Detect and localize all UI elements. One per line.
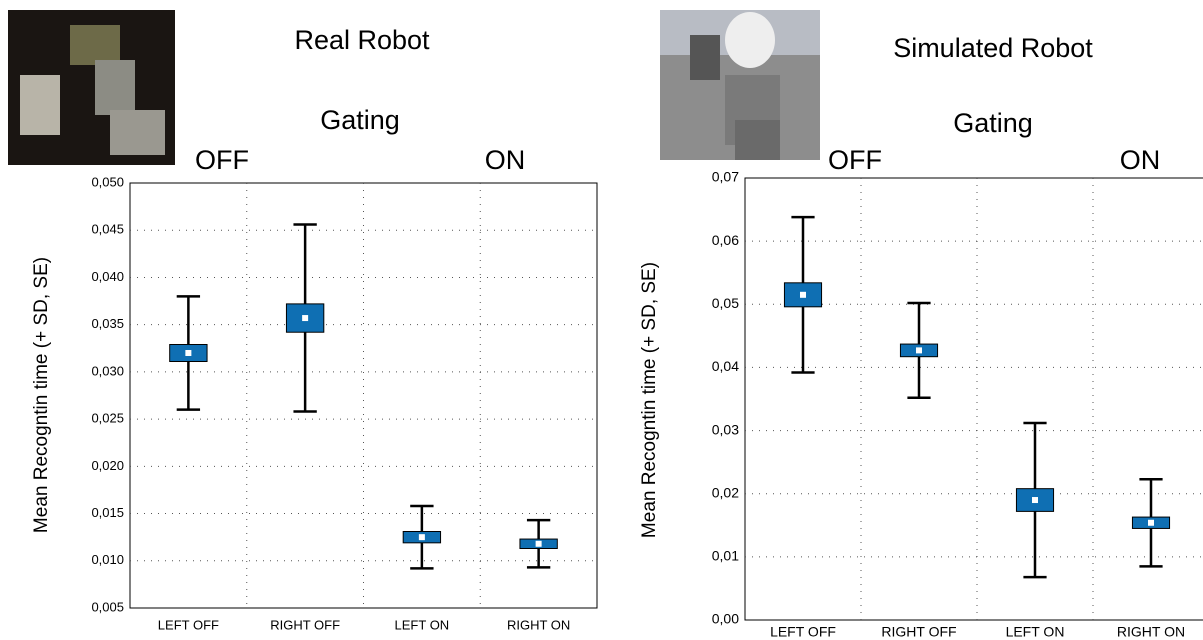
robot-photo [8, 10, 175, 165]
chart-title: Simulated Robot [893, 33, 1093, 63]
x-tick-label: RIGHT ON [507, 617, 570, 632]
chart-subtitle: Gating [320, 105, 400, 135]
mean-marker [185, 350, 192, 356]
y-tick-label: 0,06 [712, 232, 739, 248]
plot-frame [744, 177, 1203, 621]
y-tick-label: 0,07 [712, 169, 739, 185]
annotation: OFF [828, 145, 882, 175]
mean-marker [1032, 497, 1038, 504]
annotation: ON [485, 145, 526, 175]
y-tick-label: 0,020 [91, 458, 124, 473]
y-tick-label: 0,01 [712, 548, 739, 564]
y-tick-label: 0,035 [91, 316, 124, 331]
mean-marker [302, 315, 309, 322]
mean-marker [800, 291, 806, 298]
annotation: ON [1120, 145, 1161, 175]
chart: Simulated Robot Gating OFF ON Mean Recogntin… [639, 33, 1203, 640]
y-axis-label: Mean Recogntin time (+ SD, SE) [31, 257, 52, 533]
x-tick-label: RIGHT OFF [881, 624, 956, 640]
x-tick-label: LEFT OFF [770, 624, 836, 640]
y-tick-label: 0,040 [91, 269, 124, 284]
annotation: OFF [195, 145, 249, 175]
y-tick-label: 0,005 [91, 599, 124, 614]
y-tick-label: 0,010 [91, 552, 124, 567]
y-tick-label: 0,025 [91, 411, 124, 426]
mean-marker [535, 540, 542, 547]
x-tick-label: RIGHT OFF [270, 617, 340, 632]
y-tick-label: 0,045 [91, 222, 124, 237]
x-tick-label: LEFT ON [1006, 624, 1065, 640]
chart-subtitle: Gating [953, 108, 1033, 138]
mean-marker [916, 347, 922, 354]
y-tick-label: 0,04 [712, 358, 739, 374]
x-tick-label: LEFT OFF [158, 617, 219, 632]
y-tick-label: 0,050 [91, 174, 124, 189]
y-tick-label: 0,00 [712, 611, 739, 627]
x-tick-label: RIGHT ON [1117, 624, 1185, 640]
y-tick-label: 0,015 [91, 505, 124, 520]
y-tick-label: 0,03 [712, 421, 739, 437]
y-tick-label: 0,030 [91, 363, 124, 378]
chart-title: Real Robot [294, 25, 430, 55]
mean-marker [1148, 519, 1154, 526]
mean-marker [418, 534, 425, 541]
robot-render [660, 10, 820, 160]
y-tick-label: 0,05 [712, 295, 739, 311]
y-tick-label: 0,02 [712, 484, 739, 500]
chart: Real Robot Gating OFF ON Mean Recogntin time… [31, 25, 598, 632]
x-tick-label: LEFT ON [395, 617, 450, 632]
y-axis-label: Mean Recogntin time (+ SD, SE) [639, 262, 660, 538]
